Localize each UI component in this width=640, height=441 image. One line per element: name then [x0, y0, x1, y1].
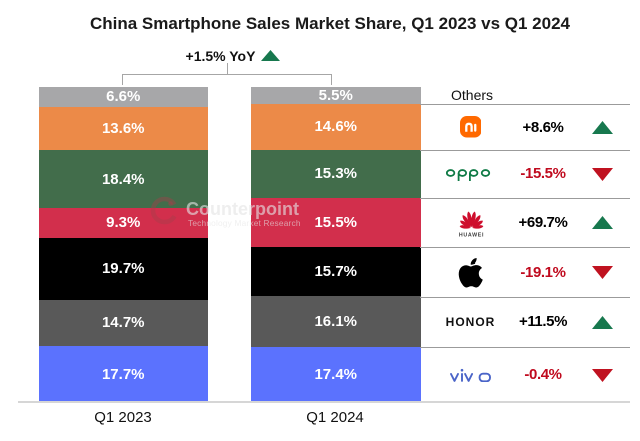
- svg-text:HUAWEI: HUAWEI: [459, 232, 484, 238]
